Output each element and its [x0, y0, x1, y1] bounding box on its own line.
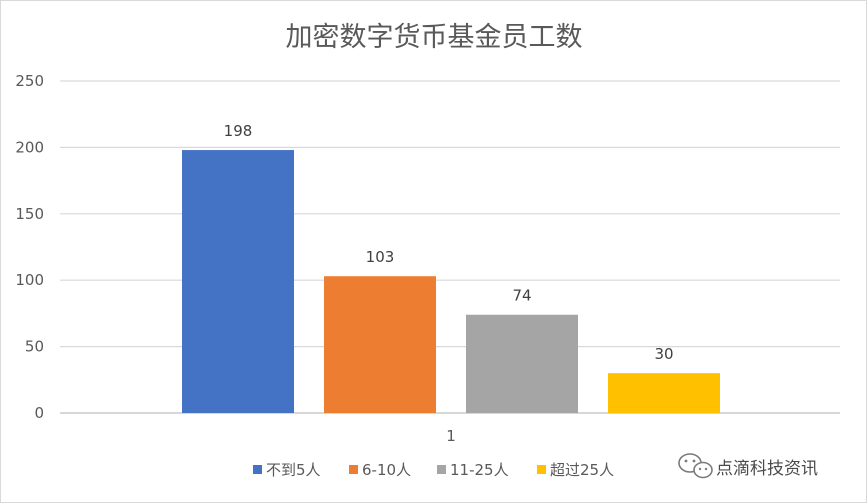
y-tick-label: 50	[25, 338, 44, 356]
y-tick-label: 100	[15, 271, 44, 289]
data-label: 103	[366, 248, 395, 266]
legend-swatch	[253, 465, 262, 474]
y-axis-ticks: 0 50 100 150 200 250	[15, 72, 44, 422]
wechat-icon	[678, 453, 713, 479]
chart-title: 加密数字货币基金员工数	[286, 22, 583, 53]
data-label: 74	[512, 287, 531, 305]
data-label: 30	[654, 345, 673, 363]
data-label: 198	[224, 122, 253, 140]
y-tick-label: 150	[15, 205, 44, 223]
legend-label: 6-10人	[362, 461, 411, 479]
y-tick-label: 0	[34, 404, 44, 422]
y-tick-label: 200	[15, 138, 44, 156]
legend: 不到5人 6-10人 11-25人 超过25人	[253, 461, 614, 479]
bars	[182, 150, 720, 413]
legend-label: 超过25人	[550, 461, 614, 479]
bar	[182, 150, 294, 413]
x-axis-ticks: 1	[446, 427, 456, 445]
y-tick-label: 250	[15, 72, 44, 90]
legend-swatch	[537, 465, 546, 474]
watermark: 点滴科技资讯	[678, 453, 818, 479]
legend-swatch	[349, 465, 358, 474]
bar	[466, 314, 578, 413]
bar	[608, 373, 720, 413]
legend-label: 不到5人	[266, 461, 321, 479]
legend-label: 11-25人	[450, 461, 509, 479]
data-labels: 198 103 74 30	[224, 122, 674, 363]
x-tick-label: 1	[446, 427, 456, 445]
bar	[324, 276, 436, 413]
watermark-text: 点滴科技资讯	[716, 459, 818, 479]
legend-swatch	[437, 465, 446, 474]
